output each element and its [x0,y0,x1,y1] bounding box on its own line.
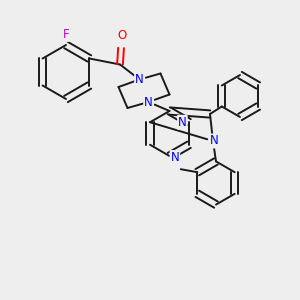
Text: N: N [210,134,219,148]
Text: N: N [144,95,153,109]
Text: F: F [63,28,69,41]
Text: N: N [135,73,144,86]
Text: N: N [170,151,179,164]
Text: O: O [117,28,126,42]
Text: N: N [178,116,187,129]
